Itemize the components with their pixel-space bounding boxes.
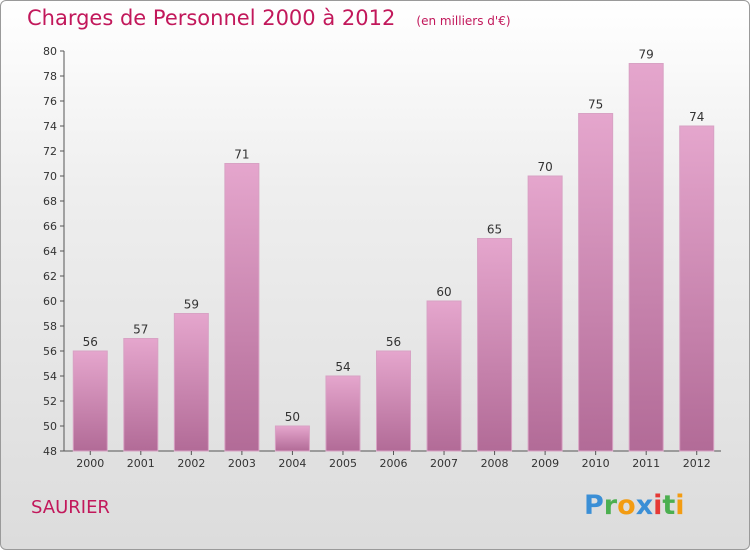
- chart-subtitle: (en milliers d'€): [416, 14, 511, 28]
- commune-name: SAURIER: [31, 497, 110, 518]
- y-tick-label: 74: [43, 120, 57, 133]
- title-block: Charges de Personnel 2000 à 2012 (en mil…: [27, 6, 511, 30]
- y-tick-label: 70: [43, 170, 57, 183]
- y-tick-label: 58: [43, 320, 57, 333]
- data-label-2006: 56: [386, 335, 401, 349]
- y-tick-label: 76: [43, 95, 57, 108]
- y-tick-label: 68: [43, 195, 57, 208]
- bar-2012: [679, 125, 715, 452]
- logo-letter: i: [675, 490, 685, 521]
- y-tick-label: 62: [43, 270, 57, 283]
- data-label-2002: 59: [184, 298, 199, 312]
- bar-2002: [173, 313, 209, 452]
- y-tick-label: 48: [43, 445, 57, 458]
- data-label-2011: 79: [639, 48, 654, 62]
- x-tick-label-2009: 2009: [531, 457, 559, 470]
- y-tick-label: 80: [43, 45, 57, 58]
- data-label-2004: 50: [285, 410, 300, 424]
- data-label-2003: 71: [234, 148, 249, 162]
- x-tick-label-2005: 2005: [329, 457, 357, 470]
- x-tick-label-2010: 2010: [582, 457, 610, 470]
- bar-2001: [123, 338, 159, 452]
- logo-letter: t: [662, 490, 676, 521]
- data-label-2005: 54: [335, 360, 350, 374]
- chart-title: Charges de Personnel 2000 à 2012: [27, 6, 396, 30]
- data-label-2009: 70: [537, 160, 552, 174]
- data-label-2000: 56: [83, 335, 98, 349]
- bar-2000: [72, 350, 108, 452]
- y-tick-label: 66: [43, 220, 57, 233]
- y-tick-label: 72: [43, 145, 57, 158]
- y-tick-label: 56: [43, 345, 57, 358]
- bar-2007: [426, 300, 462, 452]
- proxiti-logo: Proxiti: [584, 490, 685, 521]
- x-tick-label-2011: 2011: [632, 457, 660, 470]
- data-label-2010: 75: [588, 98, 603, 112]
- x-tick-label-2000: 2000: [76, 457, 104, 470]
- logo-letter: i: [653, 490, 663, 521]
- data-label-2001: 57: [133, 323, 148, 337]
- logo-letter: x: [635, 490, 654, 521]
- data-label-2007: 60: [436, 285, 451, 299]
- bar-2009: [527, 175, 563, 452]
- logo-letter: P: [584, 490, 604, 521]
- y-tick-label: 60: [43, 295, 57, 308]
- x-tick-label-2012: 2012: [683, 457, 711, 470]
- y-tick-label: 50: [43, 420, 57, 433]
- bar-2003: [224, 163, 260, 452]
- bar-2011: [628, 63, 664, 452]
- data-label-2008: 65: [487, 223, 502, 237]
- x-tick-label-2003: 2003: [228, 457, 256, 470]
- bar-2006: [376, 350, 411, 452]
- x-tick-label-2002: 2002: [177, 457, 205, 470]
- bar-2008: [477, 238, 513, 452]
- x-tick-label-2008: 2008: [481, 457, 509, 470]
- y-tick-label: 52: [43, 395, 57, 408]
- bar-2005: [325, 375, 361, 452]
- x-tick-label-2001: 2001: [127, 457, 155, 470]
- logo-letter: o: [617, 490, 636, 521]
- bar-2004: [274, 425, 310, 452]
- data-label-2012: 74: [689, 110, 704, 124]
- x-tick-label-2004: 2004: [278, 457, 306, 470]
- x-tick-label-2007: 2007: [430, 457, 458, 470]
- bar-2010: [578, 113, 614, 452]
- logo-letter: r: [603, 490, 618, 521]
- y-tick-label: 78: [43, 70, 57, 83]
- x-tick-label-2006: 2006: [380, 457, 408, 470]
- y-tick-label: 54: [43, 370, 57, 383]
- y-tick-label: 64: [43, 245, 57, 258]
